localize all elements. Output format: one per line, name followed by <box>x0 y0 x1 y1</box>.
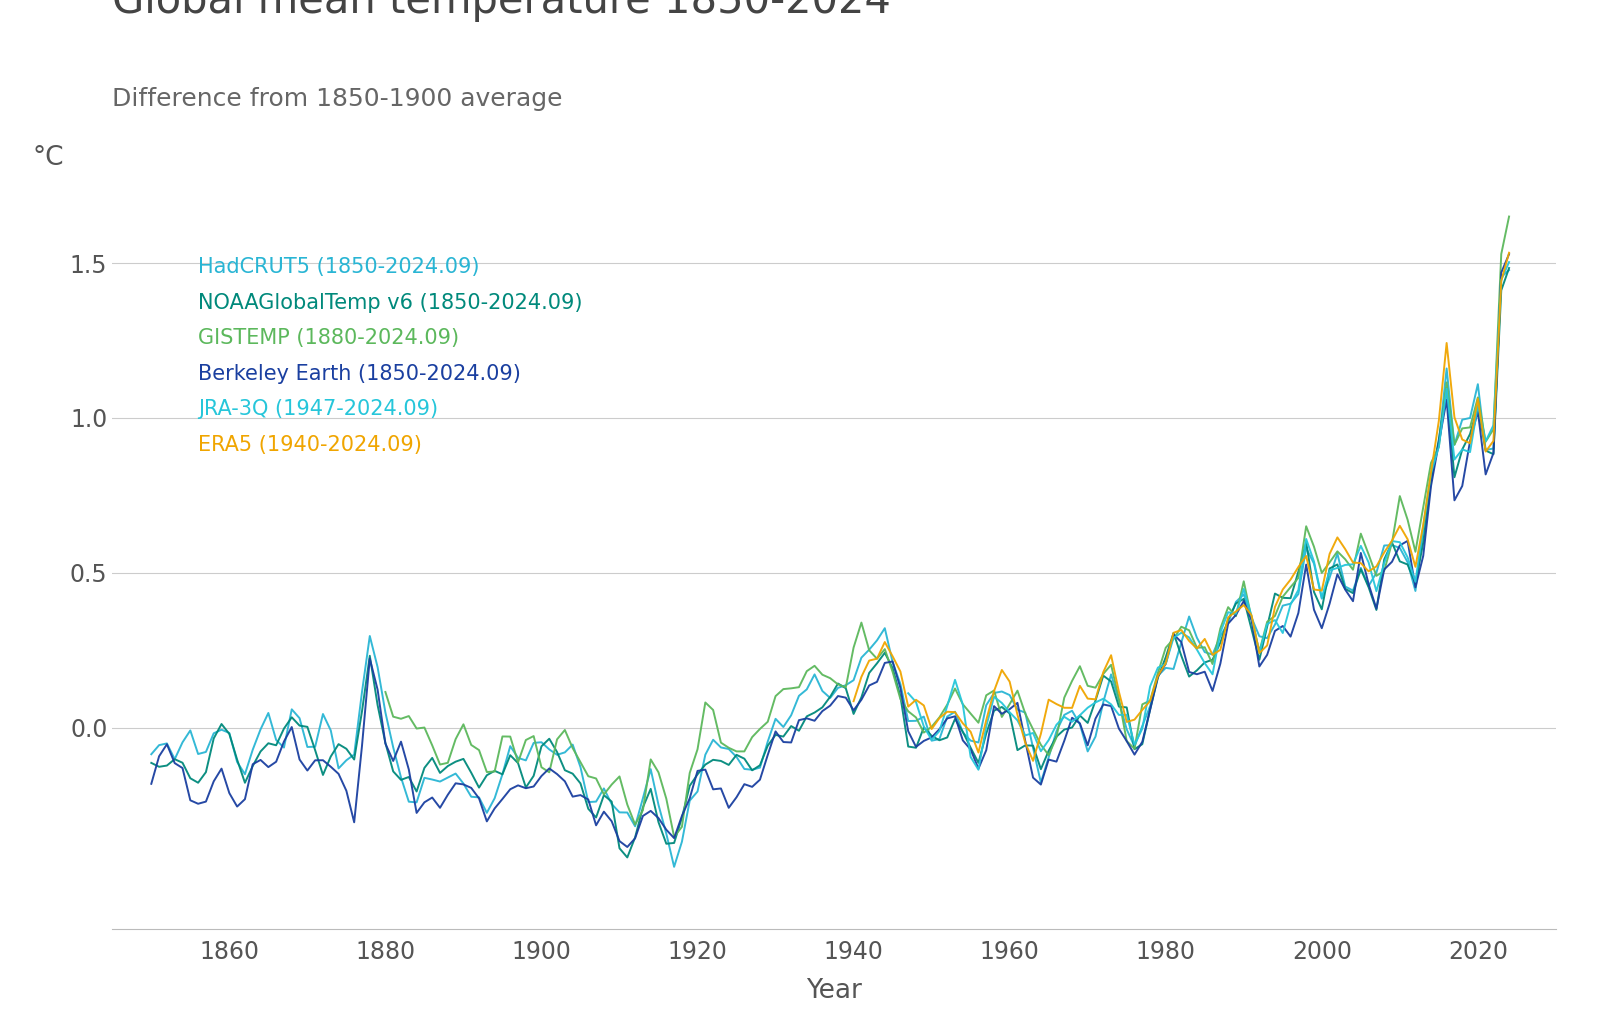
X-axis label: Year: Year <box>807 977 861 1004</box>
Text: Global mean temperature 1850-2024: Global mean temperature 1850-2024 <box>112 0 892 23</box>
Text: NOAAGlobalTemp v6 (1850-2024.09): NOAAGlobalTemp v6 (1850-2024.09) <box>199 292 582 313</box>
Text: GISTEMP (1880-2024.09): GISTEMP (1880-2024.09) <box>199 328 459 348</box>
Text: Difference from 1850-1900 average: Difference from 1850-1900 average <box>112 88 563 111</box>
Text: ERA5 (1940-2024.09): ERA5 (1940-2024.09) <box>199 436 422 455</box>
Text: JRA-3Q (1947-2024.09): JRA-3Q (1947-2024.09) <box>199 399 438 419</box>
Text: Berkeley Earth (1850-2024.09): Berkeley Earth (1850-2024.09) <box>199 364 521 384</box>
Text: °C: °C <box>34 144 64 171</box>
Text: HadCRUT5 (1850-2024.09): HadCRUT5 (1850-2024.09) <box>199 257 480 277</box>
